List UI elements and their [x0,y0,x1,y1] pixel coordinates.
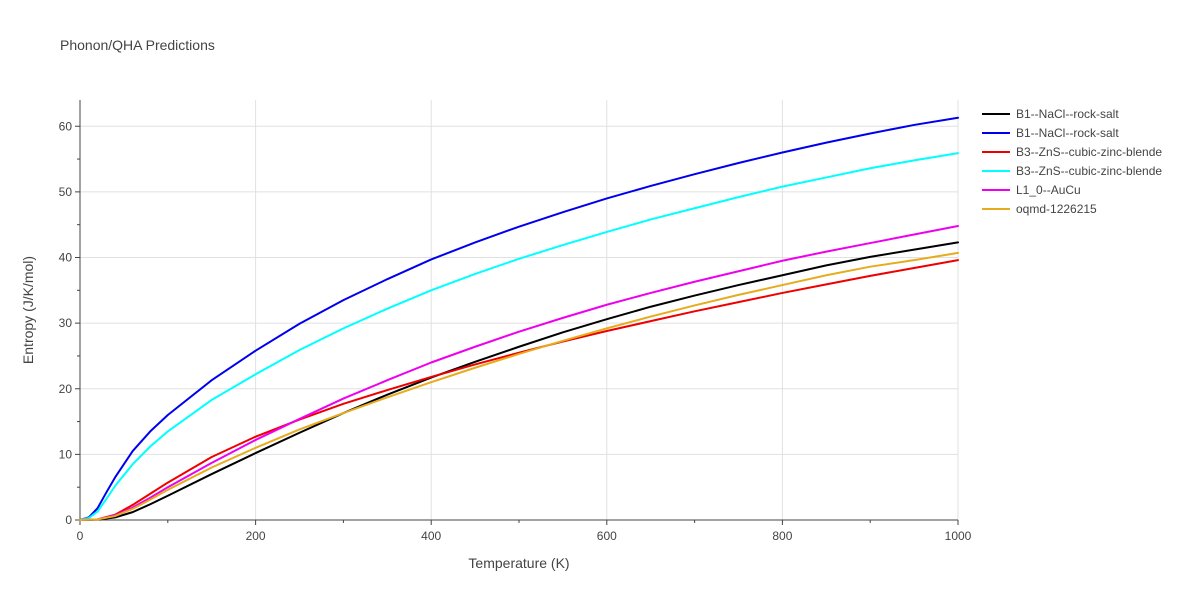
x-tick-label: 400 [421,529,441,543]
y-tick-label: 50 [59,185,73,199]
legend-item-2[interactable]: B3--ZnS--cubic-zinc-blende [982,145,1162,159]
y-tick-label: 10 [59,447,73,461]
y-tick-label: 40 [59,251,73,265]
y-tick-label: 60 [59,119,73,133]
x-axis-title: Temperature (K) [468,555,569,571]
axis-layer: 0 200 400 600 800 1000 0 10 20 30 40 50 60 [59,100,972,543]
legend-label: B1--NaCl--rock-salt [1016,126,1119,140]
y-axis-title: Entropy (J/K/mol) [20,256,36,364]
y-tick-label: 30 [59,316,73,330]
series-line-3[interactable] [79,152,959,521]
y-tick-label: 20 [59,382,73,396]
legend-label: B1--NaCl--rock-salt [1016,107,1119,121]
x-tick-label: 0 [77,529,84,543]
chart-title: Phonon/QHA Predictions [60,37,215,53]
series-line-5[interactable] [79,251,959,521]
legend-item-1[interactable]: B1--NaCl--rock-salt [982,126,1119,140]
legend-item-3[interactable]: B3--ZnS--cubic-zinc-blende [982,164,1162,178]
legend-item-5[interactable]: oqmd-1226215 [982,202,1097,216]
legend-label: B3--ZnS--cubic-zinc-blende [1016,145,1162,159]
series-line-2[interactable] [79,259,959,521]
series-layer [79,116,959,521]
legend-label: B3--ZnS--cubic-zinc-blende [1016,164,1162,178]
legend[interactable]: B1--NaCl--rock-salt B1--NaCl--rock-salt B3… [982,107,1162,216]
x-tick-label: 800 [772,529,792,543]
x-tick-label: 200 [246,529,266,543]
series-line-1[interactable] [79,116,959,521]
x-tick-label: 600 [597,529,617,543]
series-line-4[interactable] [79,225,959,521]
legend-item-0[interactable]: B1--NaCl--rock-salt [982,107,1119,121]
legend-label: oqmd-1226215 [1016,202,1097,216]
legend-label: L1_0--AuCu [1016,183,1081,197]
x-tick-label: 1000 [945,529,972,543]
legend-item-4[interactable]: L1_0--AuCu [982,183,1081,197]
y-tick-label: 0 [65,513,72,527]
